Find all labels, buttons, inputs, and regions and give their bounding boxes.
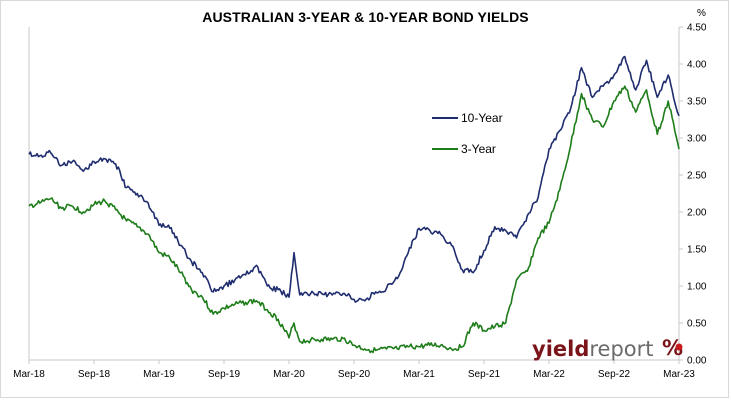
y-axis-ticks: 0.00 0.50 1.00 1.50 2.00 2.50 3.00 3.50 4.00 4.50 <box>679 23 707 367</box>
y-tick-label: 2.50 <box>687 171 707 182</box>
x-tick-label: Sep-22 <box>598 369 631 380</box>
x-tick-label: Mar-18 <box>13 369 45 380</box>
y-tick-label: 1.50 <box>687 245 707 256</box>
series-line-10-year <box>28 55 680 303</box>
x-tick-label: Sep-20 <box>338 369 371 380</box>
yieldreport-logo: yieldreport % <box>532 336 683 361</box>
y-tick-label: 3.50 <box>687 97 707 108</box>
x-tick-label: Mar-20 <box>273 369 305 380</box>
x-tick-label: Mar-21 <box>403 369 435 380</box>
logo-wordmark: yieldreport <box>532 337 654 361</box>
series-line-3-year <box>28 85 680 354</box>
x-tick-label: Mar-19 <box>143 369 175 380</box>
x-axis-ticks: Mar-18 Sep-18 Mar-19 Sep-19 Mar-20 Sep-20 Mar-… <box>13 360 695 380</box>
legend: 10-Year 3-Year <box>432 111 503 156</box>
y-tick-label: 4.00 <box>687 60 707 71</box>
x-tick-label: Mar-23 <box>663 369 695 380</box>
chart-title: AUSTRALIAN 3-YEAR & 10-YEAR BOND YIELDS <box>202 9 529 25</box>
y-tick-label: 1.00 <box>687 282 707 293</box>
legend-label-10-year: 10-Year <box>461 111 503 125</box>
logo-dot <box>675 343 683 351</box>
series-lines <box>28 55 680 354</box>
y-tick-label: 0.50 <box>687 319 707 330</box>
y-tick-label: 4.50 <box>687 23 707 34</box>
x-tick-label: Mar-22 <box>533 369 565 380</box>
x-tick-label: Sep-18 <box>78 369 111 380</box>
y-tick-label: 2.00 <box>687 208 707 219</box>
logo-percent-symbol: % <box>662 336 683 360</box>
y-axis-unit: % <box>697 8 706 19</box>
axes <box>28 27 680 361</box>
y-tick-label: 0.00 <box>687 356 707 367</box>
legend-label-3-year: 3-Year <box>461 142 496 156</box>
y-tick-label: 3.00 <box>687 134 707 145</box>
x-tick-label: Sep-19 <box>208 369 241 380</box>
x-tick-label: Sep-21 <box>468 369 501 380</box>
